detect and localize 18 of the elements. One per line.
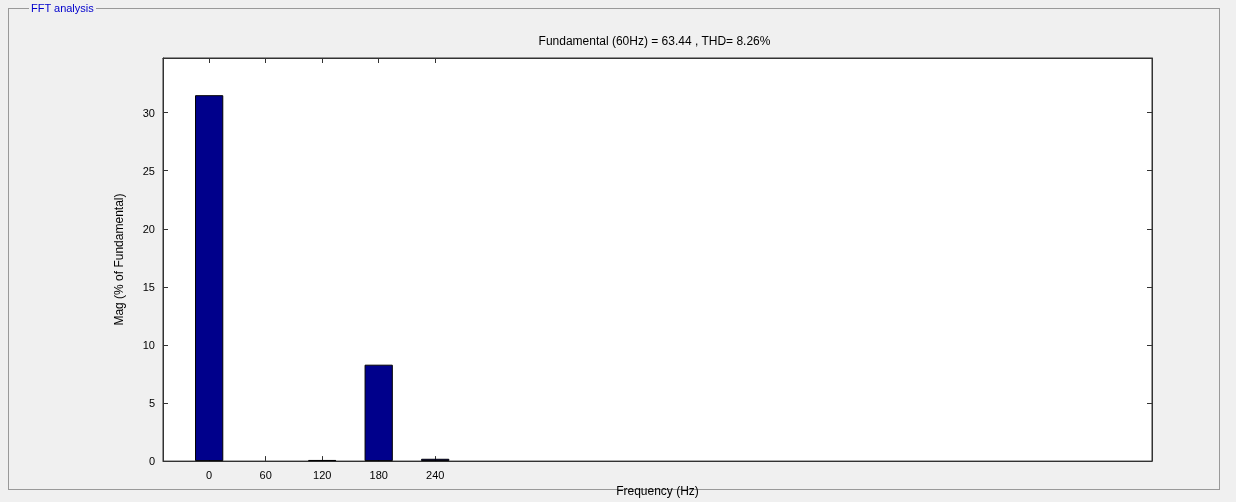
- y-tick-label: 20: [142, 222, 155, 235]
- bar: [195, 95, 224, 462]
- x-tick-label: 120: [313, 468, 332, 481]
- bar: [364, 364, 393, 462]
- y-axis-title: Mag (% of Fundamental): [112, 193, 126, 326]
- y-tick-label: 5: [148, 397, 155, 410]
- text: FFT analysis: [30, 2, 95, 14]
- y-tick-label: 25: [142, 164, 155, 177]
- x-tick-label: 60: [259, 468, 272, 481]
- y-tick-label: 30: [142, 106, 155, 119]
- x-axis-title: Frequency (Hz): [616, 484, 699, 498]
- x-tick-label: 0: [206, 468, 213, 481]
- chart-title: Fundamental (60Hz) = 63.44 , THD= 8.26%: [538, 34, 771, 48]
- y-tick-label: 10: [142, 338, 155, 351]
- x-tick-label: 240: [426, 468, 445, 481]
- y-tick-label: 0: [148, 455, 155, 468]
- y-tick-label: 15: [142, 280, 155, 293]
- x-tick-label: 180: [369, 468, 388, 481]
